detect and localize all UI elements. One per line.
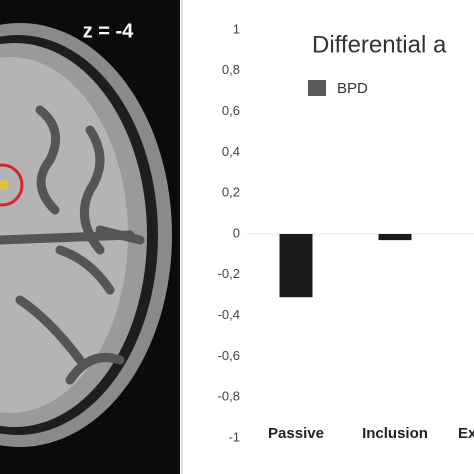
legend-label: BPD (337, 80, 368, 97)
y-tick-label: -0,2 (218, 266, 240, 281)
brain-image: z = -4 (0, 0, 180, 474)
x-tick-label: Ex (458, 425, 474, 442)
slice-label: z = -4 (83, 20, 134, 42)
bar (378, 234, 412, 241)
chart-title: Differential a (312, 31, 447, 58)
y-tick-label: 0,8 (222, 62, 240, 77)
x-tick-label: Inclusion (362, 425, 428, 442)
y-tick-label: 1 (233, 21, 240, 36)
y-tick-label: 0,2 (222, 185, 240, 200)
legend-swatch (308, 80, 326, 96)
y-tick-label: -0,6 (218, 348, 240, 363)
y-tick-label: -1 (228, 429, 240, 444)
y-tick-label: 0 (233, 225, 240, 240)
y-tick-label: 0,6 (222, 103, 240, 118)
y-tick-label: -0,8 (218, 389, 240, 404)
y-tick-label: -0,4 (218, 307, 240, 322)
y-tick-label: 0,4 (222, 144, 240, 159)
bar (279, 234, 313, 298)
x-tick-label: Passive (268, 425, 324, 442)
